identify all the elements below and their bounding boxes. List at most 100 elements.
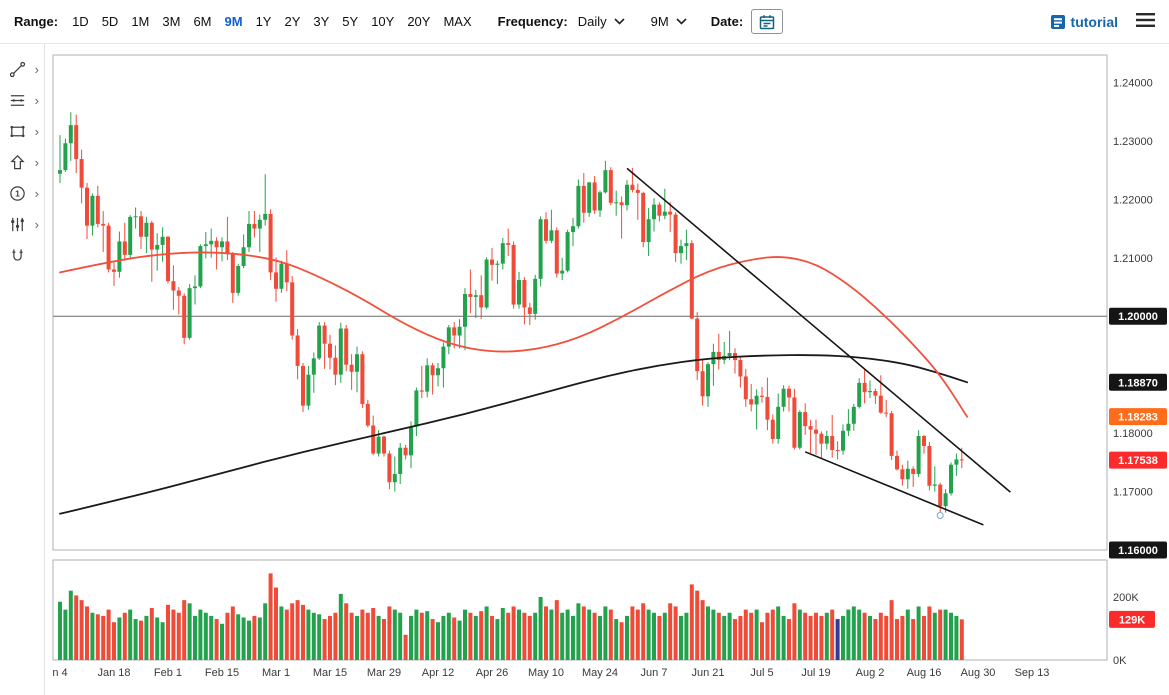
- trend-line-tool[interactable]: ›: [0, 56, 44, 82]
- svg-text:Jul 19: Jul 19: [801, 667, 830, 679]
- fibonacci-icon: [8, 91, 27, 110]
- range-5d[interactable]: 5D: [96, 10, 125, 33]
- arrow-tool[interactable]: ›: [0, 149, 44, 175]
- tutorial-logo-icon: [1050, 14, 1065, 29]
- svg-text:Aug 30: Aug 30: [961, 667, 996, 679]
- chevron-right-icon: ›: [34, 216, 39, 232]
- date-label: Date:: [710, 14, 744, 29]
- hamburger-icon: [1136, 13, 1155, 27]
- range-3m[interactable]: 3M: [156, 10, 186, 33]
- shape-tool[interactable]: ›: [0, 118, 44, 144]
- svg-text:0K: 0K: [1113, 655, 1127, 667]
- svg-text:n 4: n 4: [52, 667, 67, 679]
- svg-text:1.17538: 1.17538: [1118, 455, 1158, 467]
- chevron-down-icon: [614, 18, 625, 25]
- range-2y[interactable]: 2Y: [278, 10, 306, 33]
- range-9m[interactable]: 9M: [219, 10, 249, 33]
- range-label: Range:: [14, 14, 59, 29]
- trendline-2: [804, 451, 984, 526]
- volume-layer: [58, 573, 964, 660]
- ma200-line: [59, 354, 969, 515]
- shape-icon: [8, 122, 27, 141]
- svg-text:Feb 1: Feb 1: [154, 667, 182, 679]
- candles-layer: [58, 112, 964, 513]
- drawing-tools-sidebar: › › › › 1 › ›: [0, 44, 45, 695]
- magnet-icon: [8, 246, 27, 265]
- chevron-right-icon: ›: [34, 154, 39, 170]
- ma50-line: [59, 251, 969, 418]
- svg-text:Aug 2: Aug 2: [856, 667, 885, 679]
- trend-line-icon: [8, 60, 27, 79]
- svg-text:200K: 200K: [1113, 592, 1139, 604]
- chart-svg[interactable]: 1.24000 1.23000 1.22000 1.21000 1.18000 1.170…: [45, 44, 1169, 695]
- magnet-tool[interactable]: [0, 242, 44, 268]
- svg-text:Mar 15: Mar 15: [313, 667, 347, 679]
- svg-text:Mar 1: Mar 1: [262, 667, 290, 679]
- brand-label: tutorial: [1070, 13, 1118, 30]
- svg-text:1.18000: 1.18000: [1113, 428, 1153, 440]
- svg-text:1.18283: 1.18283: [1118, 412, 1158, 424]
- svg-text:Aug 16: Aug 16: [907, 667, 942, 679]
- svg-text:1.16000: 1.16000: [1118, 545, 1158, 557]
- svg-text:May 24: May 24: [582, 667, 618, 679]
- period-value: 9M: [650, 14, 669, 29]
- calendar-button[interactable]: [751, 9, 784, 34]
- svg-text:1.21000: 1.21000: [1113, 253, 1153, 265]
- brand[interactable]: tutorial: [1050, 13, 1118, 30]
- frequency-value: Daily: [577, 14, 607, 29]
- chevron-right-icon: ›: [34, 123, 39, 139]
- svg-text:Jun 7: Jun 7: [641, 667, 668, 679]
- chevron-right-icon: ›: [34, 61, 39, 77]
- range-20y[interactable]: 20Y: [401, 10, 436, 33]
- svg-text:Jan 18: Jan 18: [97, 667, 130, 679]
- svg-text:1.17000: 1.17000: [1113, 487, 1153, 499]
- indicators-tool[interactable]: ›: [0, 211, 44, 237]
- fibonacci-tool[interactable]: ›: [0, 87, 44, 113]
- panel-frames: [52, 54, 1108, 661]
- range-1y[interactable]: 1Y: [250, 10, 278, 33]
- arrow-icon: [8, 153, 27, 172]
- frequency-label: Frequency:: [497, 14, 568, 29]
- indicators-icon: [8, 215, 27, 234]
- svg-text:1.22000: 1.22000: [1113, 194, 1153, 206]
- svg-text:Sep 13: Sep 13: [1015, 667, 1050, 679]
- range-3y[interactable]: 3Y: [307, 10, 335, 33]
- period-dropdown[interactable]: 9M: [649, 10, 689, 33]
- range-10y[interactable]: 10Y: [365, 10, 400, 33]
- annotation-tool[interactable]: 1 ›: [0, 180, 44, 206]
- time-axis: n 4 Jan 18 Feb 1 Feb 15 Mar 1 Mar 15 Mar 29 Apr…: [52, 667, 1049, 679]
- svg-text:1.23000: 1.23000: [1113, 136, 1153, 148]
- range-1m[interactable]: 1M: [125, 10, 155, 33]
- chevron-right-icon: ›: [34, 185, 39, 201]
- svg-text:129K: 129K: [1119, 614, 1145, 626]
- range-selector: 1D 5D 1M 3M 6M 9M 1Y 2Y 3Y 5Y 10Y 20Y MAX: [66, 10, 478, 33]
- trendline-1: [626, 167, 1011, 493]
- hamburger-menu-button[interactable]: [1134, 11, 1157, 32]
- chart-area: 1.24000 1.23000 1.22000 1.21000 1.18000 1.170…: [45, 44, 1169, 695]
- main: › › › › 1 › › 1.24000 1.23000 1.22000 1.21000 1.18…: [0, 44, 1169, 695]
- svg-text:1: 1: [15, 188, 20, 198]
- svg-text:1.20000: 1.20000: [1118, 311, 1158, 323]
- svg-text:May 10: May 10: [528, 667, 564, 679]
- chevron-down-icon: [676, 18, 687, 25]
- svg-text:Mar 29: Mar 29: [367, 667, 401, 679]
- range-1d[interactable]: 1D: [66, 10, 95, 33]
- svg-text:Apr 12: Apr 12: [422, 667, 454, 679]
- range-max[interactable]: MAX: [437, 10, 477, 33]
- frequency-dropdown[interactable]: Daily: [576, 10, 627, 33]
- price-axis: 1.24000 1.23000 1.22000 1.21000 1.18000 1.170…: [1109, 77, 1167, 559]
- annotation-icon: 1: [8, 184, 27, 203]
- toolbar: Range: 1D 5D 1M 3M 6M 9M 1Y 2Y 3Y 5Y 10Y 20Y MAX Fre…: [0, 0, 1169, 44]
- svg-text:1.18870: 1.18870: [1118, 377, 1158, 389]
- range-5y[interactable]: 5Y: [336, 10, 364, 33]
- svg-text:Jul 5: Jul 5: [750, 667, 773, 679]
- svg-text:Apr 26: Apr 26: [476, 667, 508, 679]
- svg-text:1.24000: 1.24000: [1113, 77, 1153, 89]
- chevron-right-icon: ›: [34, 92, 39, 108]
- range-6m[interactable]: 6M: [187, 10, 217, 33]
- volume-axis: 200K 0K 129K: [1109, 592, 1155, 667]
- svg-text:Jun 21: Jun 21: [691, 667, 724, 679]
- svg-text:Feb 15: Feb 15: [205, 667, 239, 679]
- calendar-icon: [759, 14, 775, 29]
